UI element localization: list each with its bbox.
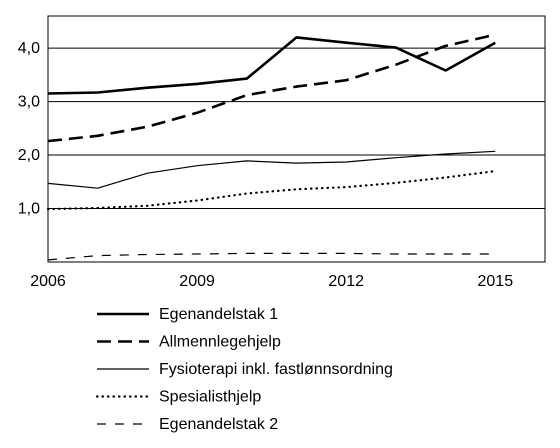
legend-label: Egenandelstak 1 <box>159 306 278 323</box>
axes <box>47 15 546 263</box>
series-line-4 <box>46 170 497 211</box>
legend-label: Allmennlegehjelp <box>159 334 281 351</box>
legend-label: Spesialisthjelp <box>159 389 261 406</box>
series-line-3 <box>47 150 496 189</box>
y-tick-label: 1,0 <box>18 201 40 218</box>
x-axis-ticks: 2006 2009 2012 2015 <box>30 273 513 290</box>
x-tick-label: 2006 <box>30 273 66 290</box>
plot-frame <box>47 15 546 263</box>
series-lines <box>46 33 497 261</box>
y-tick-label: 3,0 <box>18 94 40 111</box>
legend: Egenandelstak 1 Allmennlegehjelp Fysiotera… <box>95 306 393 433</box>
x-tick-label: 2012 <box>328 273 364 290</box>
series-line-1 <box>47 36 496 95</box>
series-line-5 <box>47 252 496 261</box>
x-tick-label: 2015 <box>478 273 514 290</box>
y-axis-ticks: 1,0 2,0 3,0 4,0 <box>18 40 40 217</box>
y-tick-label: 2,0 <box>18 147 40 164</box>
gridlines <box>48 47 545 210</box>
series-line-2 <box>47 33 496 143</box>
legend-label: Fysioterapi inkl. fastlønnsordning <box>159 361 393 378</box>
x-tick-label: 2009 <box>179 273 215 290</box>
y-tick-label: 4,0 <box>18 40 40 57</box>
legend-label: Egenandelstak 2 <box>159 416 278 433</box>
